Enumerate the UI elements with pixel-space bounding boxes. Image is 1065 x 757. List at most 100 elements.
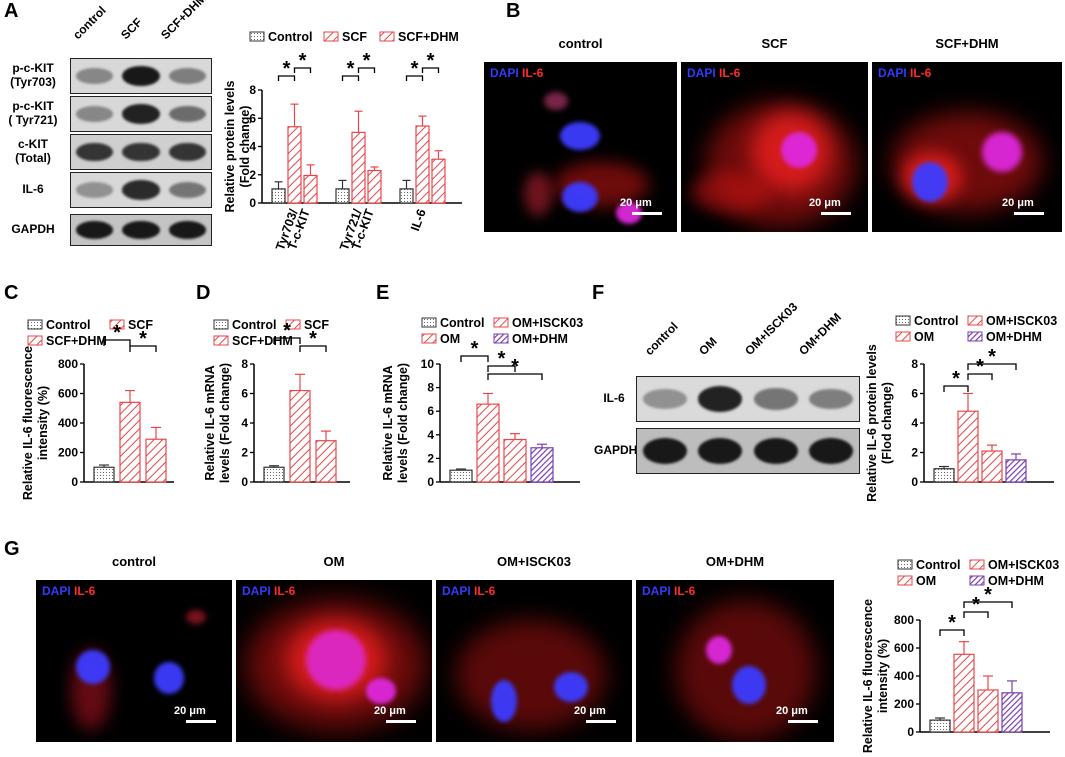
bar-scf — [287, 126, 302, 204]
micrograph-title-g-om: OM — [323, 554, 345, 569]
bar-control — [263, 466, 285, 483]
bar-om — [476, 403, 500, 483]
y-tick-label: 400 — [894, 669, 914, 683]
scale-bar-label: 20 μm — [809, 197, 841, 209]
legend-swatch-entry-3 — [969, 575, 985, 586]
blot-strip — [636, 428, 860, 474]
panel-letter-g: G — [4, 538, 20, 560]
il6-label: IL-6 — [474, 584, 496, 598]
y-tick-label: 2 — [241, 446, 248, 460]
y-tick-label: 800 — [58, 357, 78, 371]
significance-bracket — [487, 373, 543, 380]
significance-bracket — [943, 385, 969, 392]
y-tick-label: 0 — [907, 725, 914, 739]
y-tick-label: 8 — [249, 83, 256, 97]
legend-label-entry-0: Control — [232, 318, 276, 332]
scale-bar — [788, 720, 818, 723]
legend-label-entry-3: OM+DHM — [988, 574, 1044, 588]
y-tick-label: 4 — [241, 416, 248, 430]
legend-label-entry-1: OM+ISCK03 — [986, 314, 1057, 328]
micrograph-stain-tag: DAPI IL-6 — [490, 66, 543, 80]
cell-signal — [706, 636, 732, 664]
micrograph-stain-tag: DAPI IL-6 — [687, 66, 740, 80]
blot-band — [169, 68, 207, 84]
micrograph-stain-tag: DAPI IL-6 — [642, 584, 695, 598]
panel-letter-a: A — [4, 0, 19, 22]
blot-strip — [70, 96, 212, 132]
panel-letter-d: D — [196, 282, 211, 304]
legend-swatch-entry-0 — [897, 559, 913, 570]
cell-signal — [366, 678, 396, 704]
y-tick-label: 0 — [911, 475, 918, 489]
significance-star: * — [139, 328, 147, 350]
bar-om-dhm — [530, 447, 554, 483]
y-tick-label: 2 — [249, 168, 256, 182]
micrograph-b-scf-dhm: DAPI IL-6 20 μm — [872, 62, 1062, 232]
significance-star: * — [976, 356, 984, 378]
y-axis-label: Relative IL-6 protein levels — [865, 344, 879, 502]
micrograph-title-b-control: control — [558, 36, 603, 51]
il6-label: IL-6 — [910, 66, 932, 80]
blot-band — [698, 386, 743, 412]
y-tick-label: 6 — [911, 387, 918, 401]
panel-letter-c: C — [4, 282, 19, 304]
significance-star: * — [347, 58, 355, 80]
y-tick-label: 10 — [421, 357, 435, 371]
micrograph-stain-tag: DAPI IL-6 — [442, 584, 495, 598]
y-axis-label: Relative IL-6 mRNA — [381, 365, 395, 480]
blot-band — [122, 65, 160, 86]
bar-chart-g: 0 200 400 600 800 Relative IL-6 fluorescence i… — [861, 558, 1059, 753]
micrograph-g-control: DAPI IL-6 20 μm — [36, 580, 232, 742]
blot-band — [75, 182, 113, 198]
y-tick-label: 8 — [427, 381, 434, 395]
scale-bar — [821, 212, 851, 215]
bar-control — [449, 469, 473, 483]
micrograph-stain-tag: DAPI IL-6 — [878, 66, 931, 80]
legend-swatch-control — [249, 31, 265, 42]
bar-control — [933, 468, 955, 483]
bar-om-isck03 — [981, 450, 1003, 483]
micrograph-title-g-control: control — [111, 554, 157, 569]
y-tick-label: 2 — [911, 446, 918, 460]
y-tick-label: 0 — [241, 475, 248, 489]
blot-band — [122, 104, 160, 124]
bar-om — [957, 410, 979, 483]
cell-signal — [76, 650, 110, 684]
significance-bracket — [129, 345, 157, 352]
scale-bar-label: 20 μm — [174, 705, 206, 717]
y-axis-label: Relative protein levels — [223, 80, 237, 212]
il6-label: IL-6 — [274, 584, 296, 598]
cell-signal — [524, 172, 552, 216]
bar-om-isck03 — [977, 689, 999, 733]
cell-signal — [544, 92, 568, 110]
bar-control — [399, 188, 414, 204]
significance-bracket — [967, 373, 993, 380]
blot-band — [122, 221, 160, 239]
significance-bracket — [487, 365, 516, 372]
y-axis-label: Relative IL-6 fluorescence — [861, 599, 875, 753]
significance-bracket — [299, 345, 327, 352]
y-tick-label: 4 — [911, 416, 918, 430]
significance-bracket — [963, 611, 989, 618]
legend-label-control: Control — [268, 30, 312, 44]
bar-om-dhm — [1005, 459, 1027, 483]
legend-label-entry-3: OM+DHM — [986, 330, 1042, 344]
legend-label-entry-1: OM+ISCK03 — [512, 316, 583, 330]
blot-band — [122, 180, 160, 200]
dapi-label: DAPI — [878, 66, 911, 80]
y-tick-label: 200 — [58, 446, 78, 460]
bar-scf-dhm — [145, 438, 167, 483]
significance-bracket — [341, 75, 360, 81]
significance-bracket — [939, 629, 965, 636]
legend-swatch-entry-2 — [421, 333, 437, 344]
blot-band — [169, 221, 207, 239]
significance-star: * — [283, 58, 291, 80]
legend-label-entry-0: Control — [46, 318, 90, 332]
il6-label: IL-6 — [674, 584, 696, 598]
blot-row-label: GAPDH — [594, 443, 638, 457]
blot-band — [809, 438, 854, 464]
legend-swatch-entry-1 — [967, 315, 983, 326]
panel-letter-b: B — [506, 0, 521, 22]
significance-star: * — [498, 348, 506, 370]
blot-band — [75, 106, 113, 122]
